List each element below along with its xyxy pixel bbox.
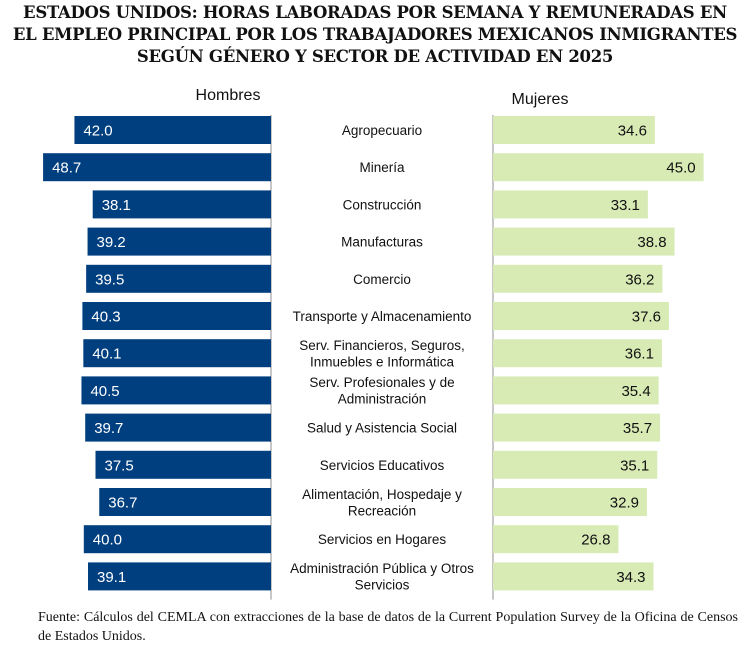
bar-mujeres [493, 190, 648, 219]
value-label-mujeres: 35.4 [621, 383, 650, 400]
value-label-mujeres: 36.1 [625, 346, 654, 363]
category-label: Construcción [343, 197, 422, 212]
value-label-mujeres: 37.6 [632, 309, 661, 326]
category-label: Servicios Educativos [320, 458, 445, 473]
category-label: Recreación [348, 503, 416, 518]
category-label: Administración [338, 392, 427, 407]
value-label-hombres: 40.1 [92, 346, 121, 363]
category-label: Transporte y Almacenamiento [293, 309, 472, 324]
value-label-mujeres: 26.8 [581, 532, 610, 549]
category-label: Inmuebles e Informática [310, 354, 455, 369]
bar-mujeres [493, 450, 658, 479]
bar-mujeres [493, 153, 704, 182]
bar-hombres [95, 450, 271, 479]
legend-mujeres: Mujeres [512, 91, 569, 108]
bar-mujeres [493, 264, 663, 293]
legend-hombres: Hombres [196, 87, 261, 104]
bar-hombres [43, 153, 271, 182]
bar-mujeres [493, 376, 659, 405]
bar-hombres [85, 413, 271, 442]
value-label-hombres: 36.7 [108, 495, 137, 512]
value-label-hombres: 38.1 [102, 197, 131, 214]
value-label-hombres: 40.3 [91, 309, 120, 326]
category-label: Salud y Asistencia Social [307, 421, 457, 436]
chart-title: ESTADOS UNIDOS: HORAS LABORADAS POR SEMA… [0, 2, 750, 68]
bar-mujeres [493, 339, 662, 368]
value-label-hombres: 42.0 [83, 123, 112, 140]
category-label: Manufacturas [341, 235, 423, 250]
category-label: Administración Pública y Otros [290, 561, 474, 576]
value-label-hombres: 40.5 [90, 383, 119, 400]
bar-mujeres [493, 488, 647, 516]
bar-hombres [87, 227, 271, 256]
value-label-hombres: 37.5 [105, 457, 134, 474]
value-label-mujeres: 45.0 [666, 160, 695, 177]
category-label: Alimentación, Hospedaje y [302, 487, 462, 502]
bar-mujeres [493, 302, 669, 330]
category-label: Comercio [353, 272, 411, 287]
bar-hombres [99, 488, 271, 516]
value-label-hombres: 48.7 [52, 160, 81, 177]
value-label-mujeres: 34.6 [618, 123, 647, 140]
bar-hombres [92, 190, 271, 219]
bar-hombres [83, 525, 271, 554]
value-label-mujeres: 33.1 [611, 197, 640, 214]
bar-hombres [82, 302, 272, 330]
category-label: Serv. Profesionales y de [309, 375, 454, 390]
value-label-mujeres: 35.7 [623, 420, 652, 437]
value-label-hombres: 40.0 [93, 532, 122, 549]
category-label: Agropecuario [342, 123, 422, 138]
title-line-2: EL EMPLEO PRINCIPAL POR LOS TRABAJADORES… [12, 25, 738, 44]
bar-hombres [81, 376, 272, 405]
value-label-mujeres: 34.3 [616, 569, 645, 586]
value-label-mujeres: 36.2 [625, 271, 654, 288]
title-line-1: ESTADOS UNIDOS: HORAS LABORADAS POR SEMA… [23, 3, 727, 22]
value-label-mujeres: 35.1 [620, 457, 649, 474]
value-label-hombres: 39.5 [95, 271, 124, 288]
bar-hombres [74, 116, 271, 144]
bar-mujeres [493, 116, 655, 144]
category-label: Serv. Financieros, Seguros, [299, 338, 465, 353]
value-label-hombres: 39.1 [97, 569, 126, 586]
source-note: Fuente: Cálculos del CEMLA con extraccio… [38, 610, 738, 644]
bar-hombres [83, 339, 271, 368]
value-label-mujeres: 38.8 [637, 234, 666, 251]
bar-hombres [88, 562, 272, 591]
bar-hombres [86, 264, 271, 293]
bar-mujeres [493, 413, 661, 442]
value-label-mujeres: 32.9 [610, 495, 639, 512]
bar-mujeres [493, 227, 675, 256]
title-line-3: SEGÚN GÉNERO Y SECTOR DE ACTIVIDAD EN 20… [136, 47, 614, 66]
value-label-hombres: 39.7 [94, 420, 123, 437]
bar-mujeres [493, 525, 619, 554]
bar-mujeres [493, 562, 654, 591]
value-label-hombres: 39.2 [97, 234, 126, 251]
category-label: Servicios [355, 578, 410, 593]
category-label: Servicios en Hogares [318, 532, 447, 547]
category-label: Minería [359, 160, 405, 175]
